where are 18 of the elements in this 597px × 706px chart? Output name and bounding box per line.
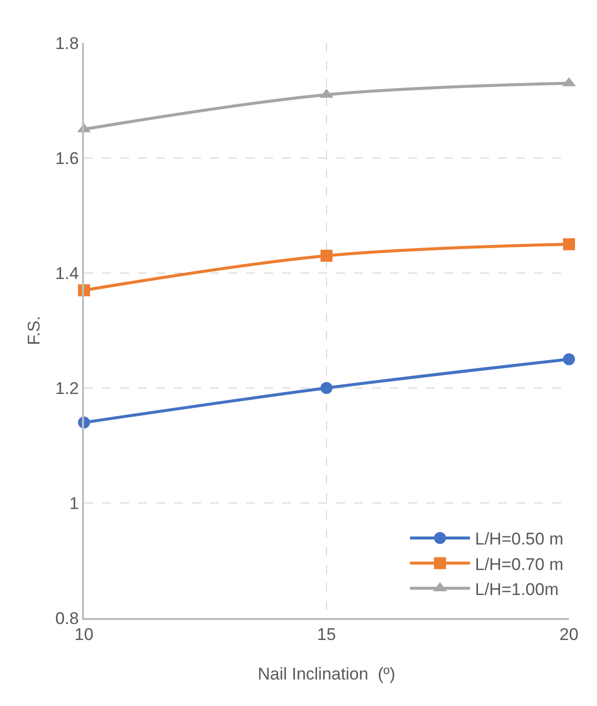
x-tick-label: 10 [74,625,94,644]
y-tick-label: 0.8 [55,608,79,628]
x-tick-label: 20 [560,625,578,644]
y-tick-label: 1.6 [55,148,79,168]
y-axis-title: F.S. [24,316,44,346]
point [563,353,575,366]
y-tick-label: 1 [69,494,79,513]
y-tick-label: 1.8 [55,34,79,53]
y-tick-label: 1.4 [55,264,79,283]
x-tick-label: 15 [317,625,336,644]
x-axis-title: Nail Inclination (º) [258,664,396,684]
legend-label: L/H=0.50 m [475,530,564,549]
legend-label: L/H=1.00m [475,580,559,599]
y-tick-label: 1.2 [55,378,79,398]
point [320,250,332,262]
legend-label: L/H=0.70 m [475,554,564,574]
point [563,238,575,250]
point [320,382,332,394]
